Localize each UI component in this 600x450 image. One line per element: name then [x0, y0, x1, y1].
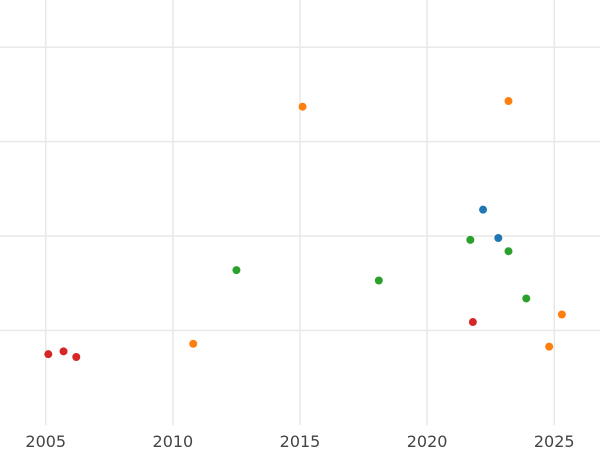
data-point-s3-p3	[468, 318, 477, 327]
x-tick-label-2020: 2020	[407, 432, 448, 450]
data-point-s2-p1	[374, 276, 383, 285]
data-point-s2-p2	[466, 235, 475, 244]
data-point-s3-p0	[44, 350, 53, 359]
data-point-s3-p2	[72, 353, 81, 361]
data-point-s2-p4	[522, 294, 531, 303]
x-tick-label-2005: 2005	[25, 432, 66, 450]
grid-layer	[0, 0, 600, 425]
data-point-s1-p3	[557, 310, 566, 319]
data-point-s2-p0	[232, 266, 241, 275]
data-point-s1-p2	[189, 339, 198, 348]
x-tick-label-2015: 2015	[280, 432, 321, 450]
points-layer	[44, 97, 566, 361]
data-point-s0-p1	[494, 234, 503, 242]
data-point-s1-p0	[298, 102, 307, 111]
data-point-s1-p4	[545, 342, 554, 351]
x-axis-ticks: 2005 2010 2015 2020 2025	[25, 432, 574, 450]
x-tick-label-2025: 2025	[534, 432, 575, 450]
data-point-s1-p1	[504, 97, 513, 106]
data-point-s3-p1	[59, 347, 68, 356]
x-tick-label-2010: 2010	[153, 432, 194, 450]
data-point-s0-p0	[479, 205, 488, 214]
data-point-s2-p3	[504, 247, 513, 256]
